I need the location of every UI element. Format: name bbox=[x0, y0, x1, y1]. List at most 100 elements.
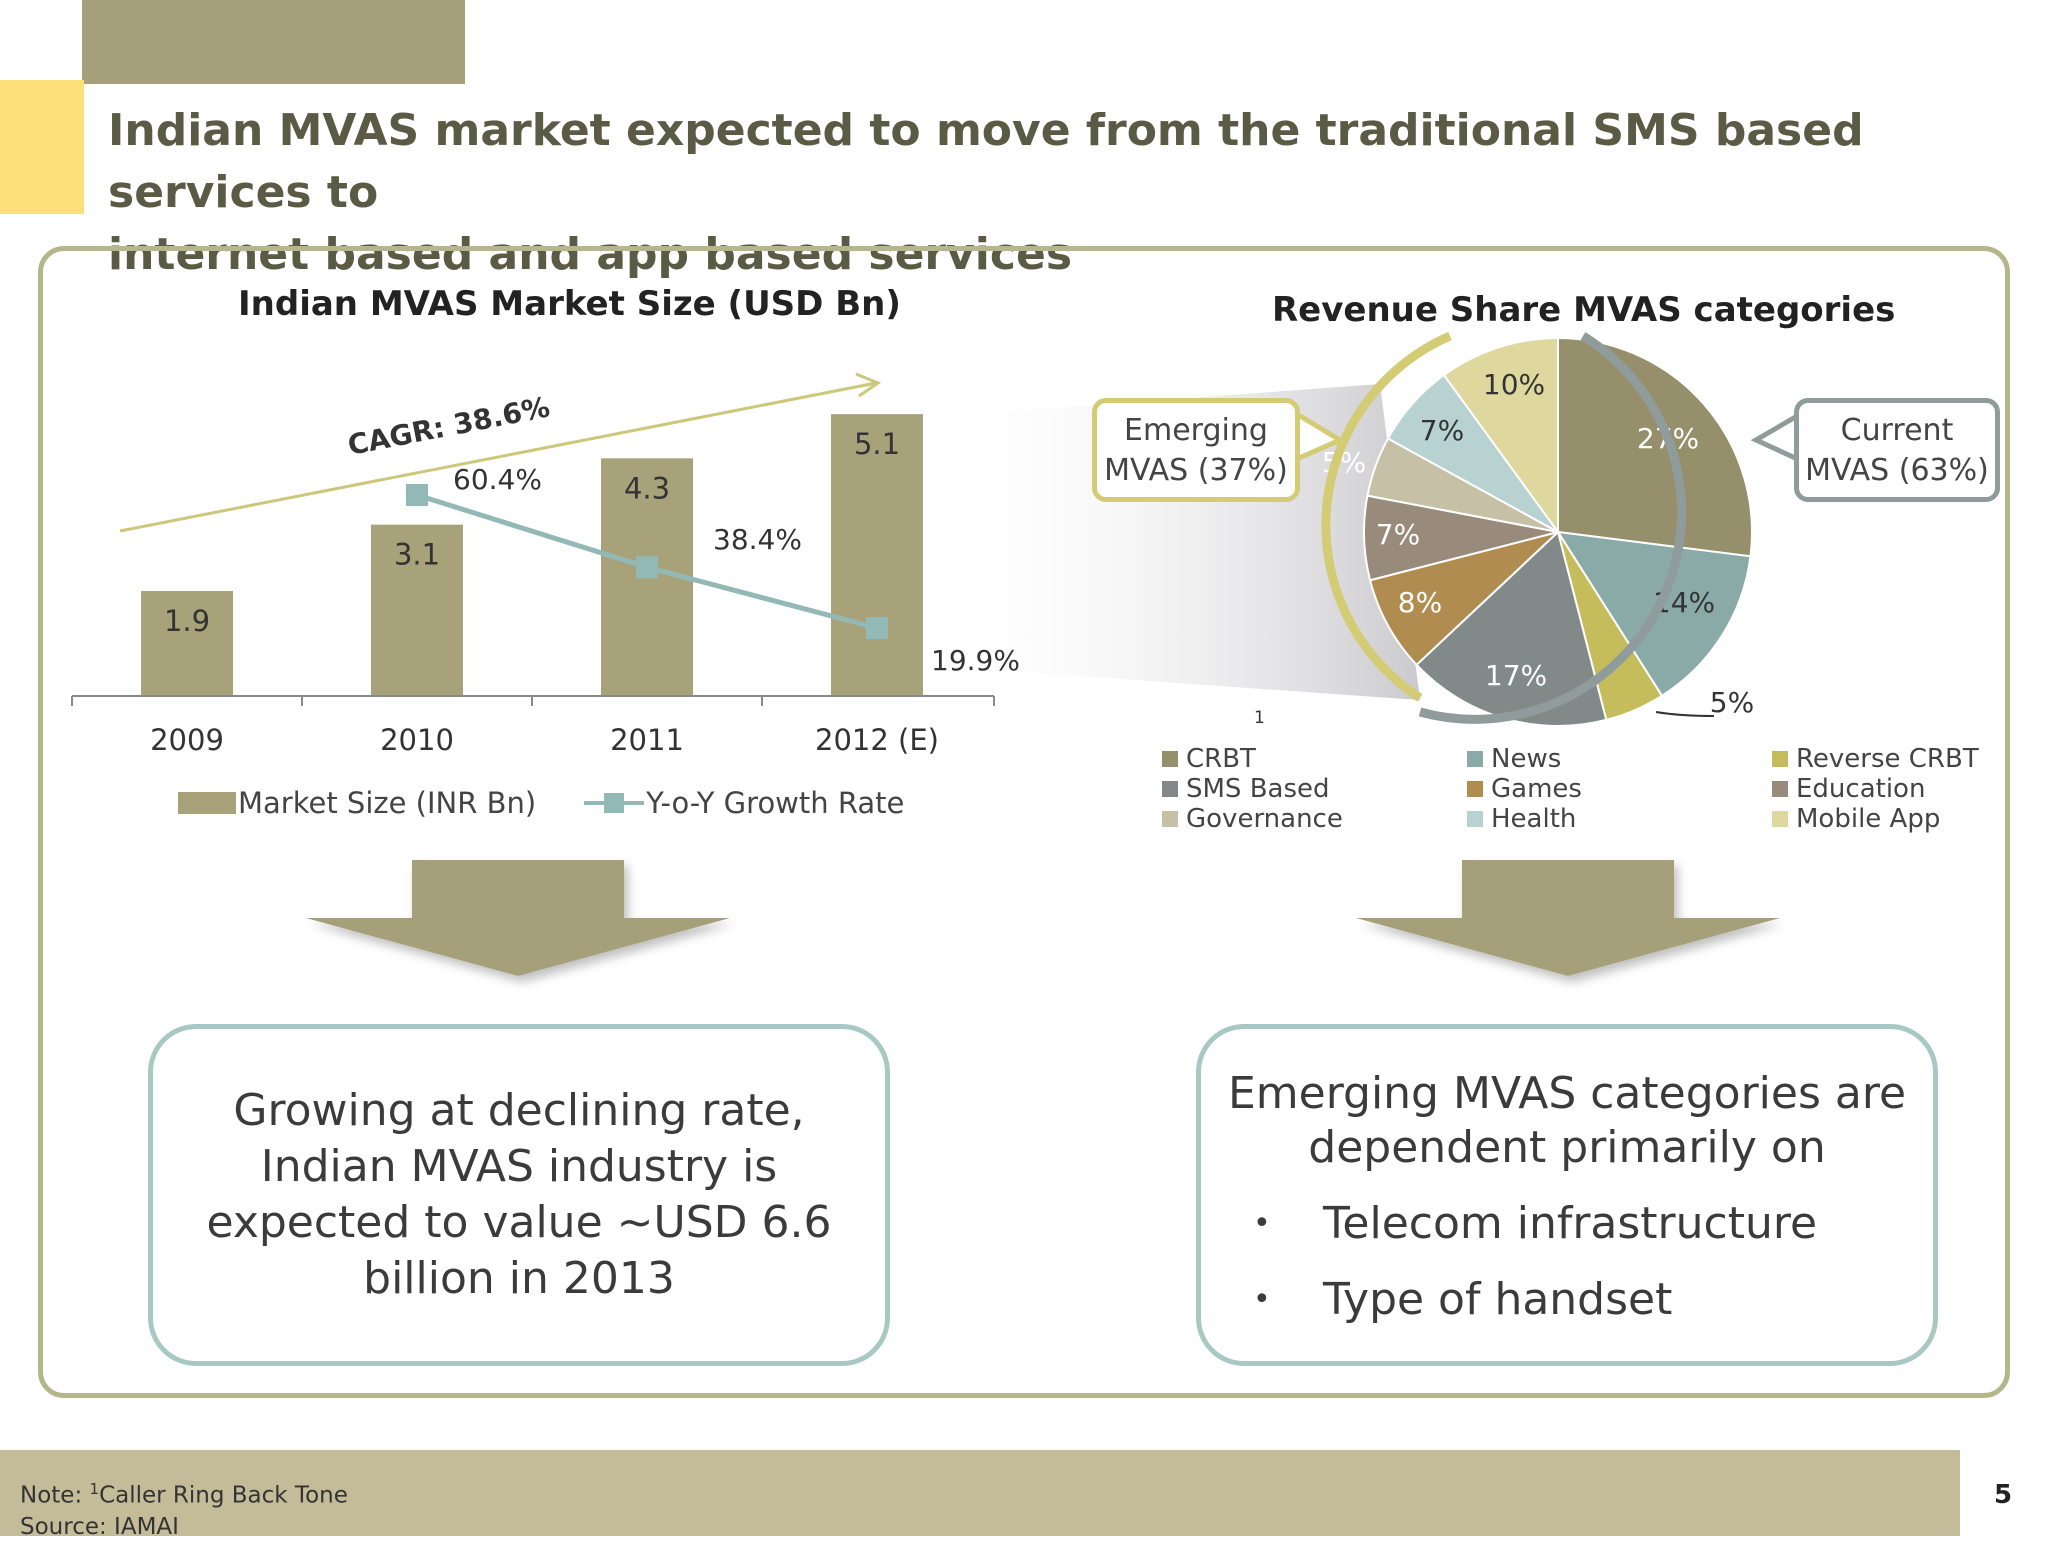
insight-right-bullet: • Telecom infrastructure bbox=[1201, 1185, 1933, 1261]
bar-value-label: 3.1 bbox=[394, 538, 440, 572]
bullet-dot: • bbox=[1253, 1281, 1271, 1317]
pie-chart-title: Revenue Share MVAS categories bbox=[1272, 290, 1896, 330]
pie-slice-label: 7% bbox=[1376, 518, 1420, 551]
pie-legend-label: Games bbox=[1491, 774, 1582, 804]
insight-left-line2: Indian MVAS industry is bbox=[260, 1141, 778, 1192]
footer-note-sup: 1 bbox=[89, 1480, 100, 1498]
insight-left-line4: billion in 2013 bbox=[363, 1253, 675, 1304]
bar-chart-legend: Market Size (INR Bn) Y-o-Y Growth Rate bbox=[178, 786, 904, 820]
bar-chart-title: Indian MVAS Market Size (USD Bn) bbox=[238, 284, 901, 324]
pie-legend-item: Governance bbox=[1162, 804, 1467, 834]
pie-slice-label: 7% bbox=[1420, 414, 1464, 447]
current-callout-line2: MVAS (63%) bbox=[1805, 453, 1989, 488]
insight-right-bullet: • Type of handset bbox=[1201, 1261, 1933, 1337]
emerging-callout-line2: MVAS (37%) bbox=[1104, 453, 1288, 488]
pie-slice-label: 5% bbox=[1710, 686, 1754, 719]
pie-slice bbox=[1442, 336, 1559, 536]
title-accent-tab bbox=[0, 80, 84, 214]
legend-swatch-market-size bbox=[178, 792, 236, 814]
page-title-line2: internet based and app based services bbox=[108, 229, 1073, 280]
current-arc bbox=[1418, 332, 1687, 724]
insight-left-line3: expected to value ~USD 6.6 bbox=[206, 1197, 832, 1248]
x-tick-label: 2010 bbox=[380, 723, 454, 757]
footnote-marker: 1 bbox=[1254, 708, 1265, 728]
footer-note-prefix: Note: bbox=[20, 1482, 90, 1509]
pie-legend-label: Reverse CRBT bbox=[1796, 744, 1979, 774]
x-tick-label: 2012 (E) bbox=[815, 723, 939, 757]
bar bbox=[141, 590, 233, 696]
bar-value-label: 4.3 bbox=[624, 471, 670, 505]
footer-note: Note: 1Caller Ring Back Tone bbox=[20, 1474, 348, 1512]
insight-box-left: Growing at declining rate, Indian MVAS i… bbox=[148, 1024, 890, 1366]
growth-value-label: 38.4% bbox=[713, 523, 802, 556]
content-frame bbox=[38, 246, 2010, 1398]
right-down-arrow bbox=[1356, 860, 1780, 976]
footer-bar bbox=[0, 1450, 1960, 1536]
footer-note-text: Caller Ring Back Tone bbox=[99, 1482, 348, 1509]
emerging-callout-line1: Emerging bbox=[1124, 413, 1268, 448]
bar-value-label: 5.1 bbox=[854, 427, 900, 461]
current-callout: Current MVAS (63%) bbox=[1794, 398, 2000, 502]
insight-right-heading-line1: Emerging MVAS categories are bbox=[1227, 1068, 1907, 1119]
top-accent-bar bbox=[82, 0, 465, 84]
bullet-text: Telecom infrastructure bbox=[1323, 1197, 1818, 1249]
pie-legend-item: News bbox=[1467, 744, 1772, 774]
insight-left-line1: Growing at declining rate, bbox=[233, 1085, 805, 1136]
pie-legend-swatch bbox=[1467, 781, 1483, 797]
pie-legend-item: Education bbox=[1772, 774, 2002, 804]
growth-value-label: 19.9% bbox=[931, 644, 1020, 677]
emerging-arc bbox=[1321, 331, 1452, 702]
pie-legend-item: CRBT bbox=[1162, 744, 1467, 774]
insight-right-bullets: • Telecom infrastructure • Type of handset bbox=[1201, 1185, 1933, 1337]
pie-legend-label: SMS Based bbox=[1186, 774, 1330, 804]
legend-label-market-size: Market Size (INR Bn) bbox=[238, 786, 537, 820]
current-callout-line1: Current bbox=[1840, 413, 1954, 448]
cagr-arrow-head bbox=[855, 372, 882, 398]
pie-legend-label: CRBT bbox=[1186, 744, 1256, 774]
page-title-line1: Indian MVAS market expected to move from… bbox=[108, 105, 1864, 218]
growth-marker bbox=[866, 617, 888, 639]
legend-swatch-growth bbox=[584, 792, 645, 814]
growth-marker bbox=[406, 484, 428, 506]
insight-box-right: Emerging MVAS categories are dependent p… bbox=[1196, 1024, 1938, 1366]
bullet-dot: • bbox=[1253, 1205, 1271, 1241]
pie-legend-label: Governance bbox=[1186, 804, 1343, 834]
bar bbox=[831, 414, 923, 696]
bullet-text: Type of handset bbox=[1323, 1273, 1673, 1325]
footer-notes: Note: 1Caller Ring Back Tone Source: IAM… bbox=[20, 1474, 348, 1543]
page-title: Indian MVAS market expected to move from… bbox=[108, 100, 2008, 286]
pie-leader-line bbox=[1655, 711, 1715, 717]
pie-legend-item: Health bbox=[1467, 804, 1772, 834]
footer-source: Source: IAMAI bbox=[20, 1513, 179, 1540]
pie-legend-swatch bbox=[1772, 811, 1788, 827]
x-tick-label: 2009 bbox=[150, 723, 224, 757]
pie-legend-swatch bbox=[1772, 781, 1788, 797]
pie-legend-item: SMS Based bbox=[1162, 774, 1467, 804]
pie-legend-item: Mobile App bbox=[1772, 804, 2002, 834]
pie-chart-legend: CRBT News Reverse CRBT SMS Based Games Educat… bbox=[1162, 744, 2002, 834]
legend-label-growth: Y-o-Y Growth Rate bbox=[646, 786, 905, 820]
growth-marker bbox=[636, 556, 658, 579]
pie-legend-label: Health bbox=[1491, 804, 1577, 834]
pie-legend-label: News bbox=[1491, 744, 1562, 774]
pie-legend-swatch bbox=[1467, 811, 1483, 827]
pie-slice bbox=[1368, 531, 1559, 667]
x-tick-label: 2011 bbox=[610, 723, 684, 757]
pie-legend-swatch bbox=[1467, 751, 1483, 767]
pie-slice-label: 10% bbox=[1483, 368, 1545, 401]
pie-slice-label: 8% bbox=[1398, 586, 1442, 619]
pie-legend-swatch bbox=[1162, 781, 1178, 797]
page-number: 5 bbox=[1994, 1480, 2013, 1510]
insight-right-heading: Emerging MVAS categories are dependent p… bbox=[1201, 1067, 1933, 1175]
pie-legend-item: Games bbox=[1467, 774, 1772, 804]
pie-legend-label: Education bbox=[1796, 774, 1926, 804]
bar-value-label: 1.9 bbox=[164, 604, 210, 638]
bar bbox=[371, 524, 463, 696]
pie-legend-item: Reverse CRBT bbox=[1772, 744, 2002, 774]
growth-value-label: 60.4% bbox=[453, 463, 542, 496]
left-down-arrow bbox=[306, 860, 730, 976]
pie-legend-swatch bbox=[1772, 751, 1788, 767]
cagr-arrow bbox=[119, 381, 877, 533]
